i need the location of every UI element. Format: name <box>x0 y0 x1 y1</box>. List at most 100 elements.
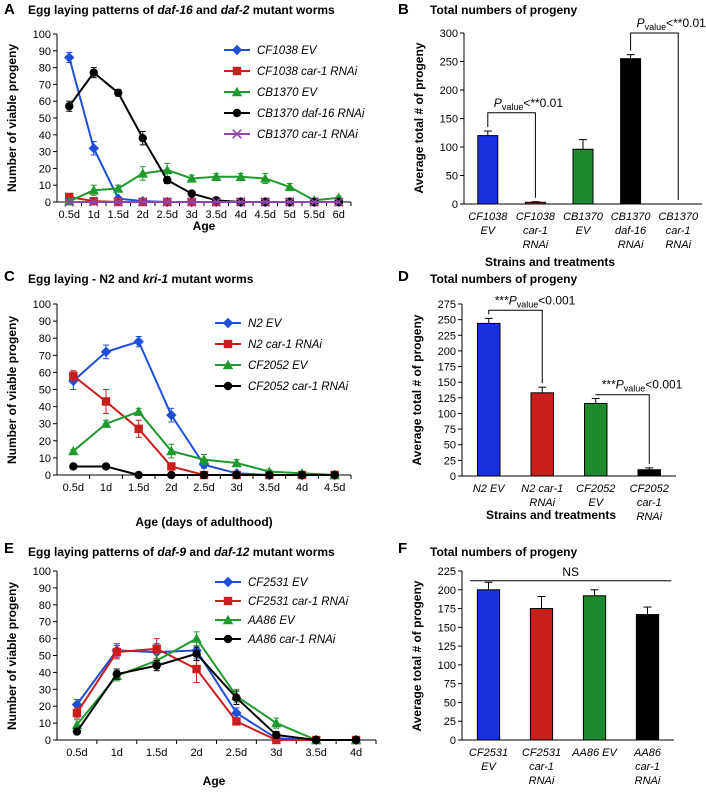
data-point <box>272 730 281 740</box>
x-tick-label: CF2052 <box>630 483 669 495</box>
x-tick-label: 1.5d <box>128 482 149 494</box>
legend-marker <box>223 339 233 349</box>
panel-c: C Egg laying - N2 and kri-1 mutant worms 0… <box>4 268 352 529</box>
label-p: P <box>637 16 645 30</box>
x-tick-label: CB1370 <box>658 211 699 223</box>
y-tick-label: 175 <box>438 362 456 374</box>
label-sub: value <box>517 299 539 309</box>
chart-title-part: daf-12 <box>214 545 250 559</box>
panel-label: E <box>4 540 14 557</box>
chart-title-part: mutant worms <box>168 272 254 286</box>
x-tick-label: CF1038 <box>516 211 556 223</box>
data-point <box>199 470 209 480</box>
panel-b: B Total numbers of progeny 0 50 100 150 200 250… <box>398 1 706 269</box>
x-tick-label: CB1370 <box>563 211 604 223</box>
series-line <box>76 647 357 741</box>
y-tick-label: 50 <box>39 385 51 397</box>
y-tick-label: 125 <box>438 641 456 653</box>
x-tick-label: 1.5d <box>146 747 167 759</box>
data-point <box>71 699 83 710</box>
chart-title: Egg laying - N2 and kri-1 mutant worms <box>28 272 254 286</box>
x-tick-label: 2.5d <box>193 482 214 494</box>
y-tick-label: 75 <box>444 424 456 436</box>
x-tick-label: 3d <box>270 747 282 759</box>
legend-label: CF2531 EV <box>248 577 309 589</box>
data-point <box>186 197 197 207</box>
data-point <box>133 406 144 416</box>
x-tick-label: 5.5d <box>304 209 325 221</box>
data-point <box>235 171 246 181</box>
data-point <box>72 727 82 736</box>
data-point <box>187 189 196 198</box>
x-tick-label: 6d <box>333 209 345 221</box>
y-tick-label: 200 <box>438 585 456 597</box>
x-tick-label: 1d <box>88 209 100 221</box>
x-tick-label: 0.5d <box>59 209 80 221</box>
label-sub: value <box>645 22 667 32</box>
panel-e: E Egg laying patterns of daf-9 and daf-12… <box>4 540 377 788</box>
x-tick-label: 3.5d <box>305 747 326 759</box>
chart-title: Egg laying patterns of daf-9 and daf-12 … <box>28 545 335 559</box>
significance-annotation: NS <box>470 565 672 582</box>
chart-title-part: daf-2 <box>221 3 250 17</box>
significance-label: NS <box>562 565 579 579</box>
y-tick-label: 70 <box>39 350 51 362</box>
y-tick-label: 125 <box>438 393 456 405</box>
label-p: P <box>494 96 502 110</box>
x-tick-label: EV <box>576 225 592 237</box>
chart-title-part: and <box>193 3 221 17</box>
y-tick-label: 25 <box>444 716 456 728</box>
y-tick-label: 40 <box>39 667 51 679</box>
label-sub: value <box>624 384 646 394</box>
legend-label: CF2531 car-1 RNAi <box>248 596 349 608</box>
data-point <box>152 644 161 653</box>
data-point <box>162 164 173 175</box>
y-tick-label: 0 <box>450 471 456 483</box>
y-tick-label: 250 <box>440 57 458 69</box>
y-tick-label: 50 <box>39 113 51 125</box>
chart-title-part: Egg laying patterns of <box>28 3 157 17</box>
x-tick-label: RNAi <box>665 239 691 251</box>
data-point <box>64 195 75 206</box>
bar <box>637 469 661 477</box>
y-tick-label: 40 <box>39 130 51 142</box>
y-tick-label: 150 <box>438 377 456 389</box>
y-tick-label: 10 <box>39 453 51 465</box>
x-tick-label: RNAi <box>635 775 661 787</box>
y-tick-label: 100 <box>33 566 51 578</box>
y-tick-label: 150 <box>440 114 458 126</box>
legend-marker <box>231 86 243 97</box>
significance-label: ***Pvalue<0.001 <box>602 378 683 394</box>
data-point <box>88 197 99 207</box>
x-tick-label: CF2531 <box>522 747 561 759</box>
data-point <box>260 197 271 207</box>
bracket <box>487 112 536 198</box>
chart-title-part: mutant worms <box>249 545 335 559</box>
x-tick-label: 2.5d <box>226 747 247 759</box>
significance-label: Pvalue<**0.01 <box>494 96 564 112</box>
x-axis-label: Strains and treatments <box>485 255 615 269</box>
legend-marker <box>223 381 233 391</box>
y-tick-label: 0 <box>45 735 51 747</box>
panel-d: D Total numbers of progeny 0 25 50 75 100 125 15… <box>398 268 683 523</box>
x-tick-label: car-1 <box>666 225 691 237</box>
bar <box>477 322 501 477</box>
y-axis-label: Number of viable progeny <box>5 44 19 192</box>
data-point <box>232 717 241 726</box>
x-tick-label: 1d <box>111 747 123 759</box>
y-tick-label: 30 <box>39 147 51 159</box>
x-tick-label: 4.5d <box>324 482 345 494</box>
x-tick-label: car-1 <box>637 497 662 509</box>
legend-label: CF2052 car-1 RNAi <box>248 381 349 393</box>
y-tick-label: 0 <box>450 735 456 747</box>
data-point <box>113 183 124 193</box>
bar <box>635 614 660 741</box>
x-tick-label: 1d <box>100 482 112 494</box>
data-point <box>260 173 271 183</box>
x-axis-label: Strains and treatments <box>486 508 616 522</box>
data-point <box>351 735 361 745</box>
bar <box>476 589 501 741</box>
chart-title-part: kri-1 <box>143 272 169 286</box>
chart-title: Egg laying patterns of daf-16 and daf-2 … <box>28 3 335 17</box>
x-tick-label: N2 EV <box>473 483 506 495</box>
